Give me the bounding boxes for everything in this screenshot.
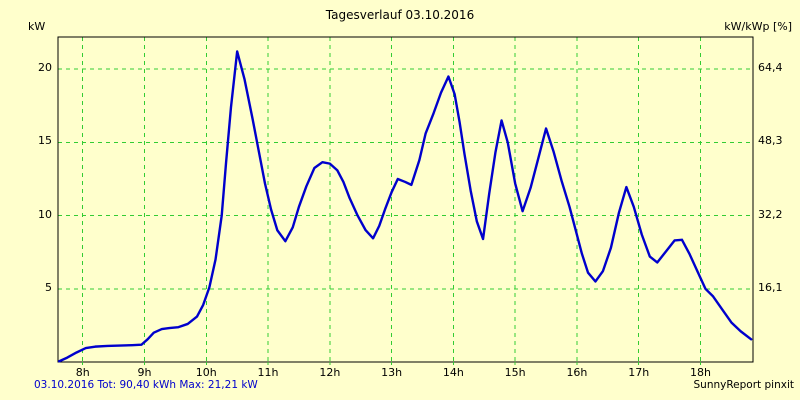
y-axis-right-tick-label: 16,1 xyxy=(758,280,783,294)
y-axis-right-unit-label: kW/kWp [%] xyxy=(724,20,792,33)
x-axis-tick-label: 10h xyxy=(195,366,217,379)
x-axis-tick-label: 9h xyxy=(137,366,152,379)
x-axis-tick-label: 11h xyxy=(257,366,279,379)
x-axis-tick-label: 15h xyxy=(504,366,526,379)
x-axis-tick-label: 17h xyxy=(628,366,650,379)
x-axis-tick-label: 13h xyxy=(381,366,403,379)
axis-tick-marks xyxy=(82,362,701,365)
data-series-layer xyxy=(58,50,753,363)
x-axis-tick-label: 12h xyxy=(319,366,341,379)
footer-summary: 03.10.2016 Tot: 90,40 kWh Max: 21,21 kW xyxy=(34,379,258,391)
footer-branding: SunnyReport pinxit xyxy=(693,379,794,391)
plot-frame xyxy=(57,36,754,363)
x-axis-tick-label: 16h xyxy=(566,366,588,379)
y-axis-left-unit-label: kW xyxy=(28,20,46,33)
y-axis-left-tick-label: 10 xyxy=(38,207,52,221)
gridlines xyxy=(58,37,753,362)
x-axis-tick-label: 18h xyxy=(690,366,711,379)
chart-title: Tagesverlauf 03.10.2016 xyxy=(325,8,475,22)
y-axis-right-tick-label: 64,4 xyxy=(758,61,783,75)
x-axis-tick-label: 8h xyxy=(75,366,90,379)
y-axis-left-tick-label: 5 xyxy=(45,280,52,294)
y-axis-right-tick-label: 48,3 xyxy=(758,134,783,148)
y-axis-left-tick-label: 15 xyxy=(38,134,52,148)
x-axis-tick-label: 14h xyxy=(442,366,464,379)
y-axis-left-tick-label: 20 xyxy=(38,61,52,75)
y-axis-right-tick-label: 32,2 xyxy=(758,207,783,221)
